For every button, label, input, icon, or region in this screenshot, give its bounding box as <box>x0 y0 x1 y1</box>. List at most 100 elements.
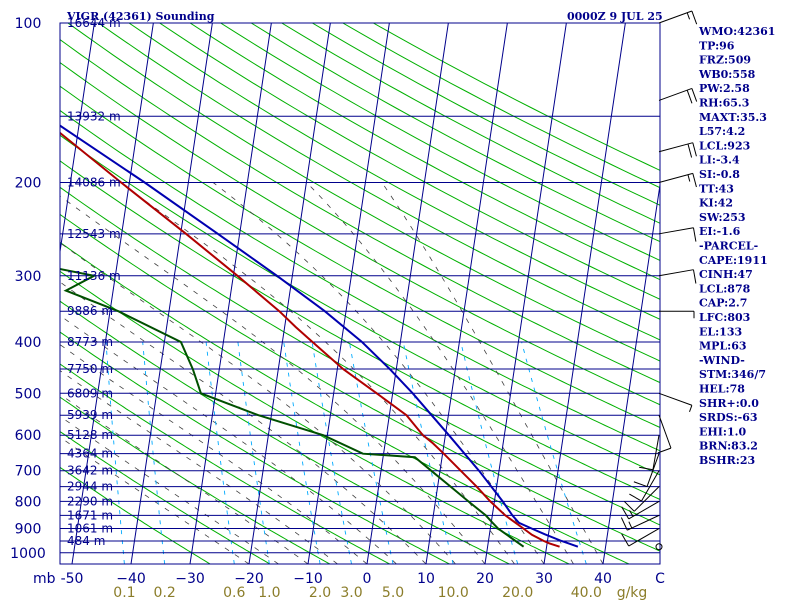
wind-barb-flag <box>621 506 630 520</box>
wind-barb-flag <box>692 227 697 242</box>
mixing-ratio-label: 0.2 <box>154 585 176 600</box>
isotherm <box>602 181 660 564</box>
temperature-tick-label: −10 <box>293 571 323 587</box>
stability-index: -PARCEL- <box>699 240 758 253</box>
pressure-tick-label: 700 <box>15 464 42 480</box>
moist-adiabat <box>381 182 604 564</box>
dry-adiabat <box>60 331 450 564</box>
stability-index: -WIND- <box>699 354 745 367</box>
wind-barb <box>658 142 697 158</box>
moist-adiabat <box>60 195 486 564</box>
stability-index: CINH:47 <box>699 268 753 281</box>
wind-barb <box>629 470 660 502</box>
wind-barb-flag <box>629 510 634 517</box>
wind-barb <box>639 435 660 471</box>
dry-adiabat <box>60 85 660 428</box>
wind-barb-shaft <box>633 486 660 512</box>
height-label: 16644 m <box>67 16 121 30</box>
temperature-trace <box>60 131 560 548</box>
temperature-tick-label: -50 <box>61 571 84 587</box>
station-title: VIGR (42361) Sounding <box>66 10 215 23</box>
height-label: 8773 m <box>67 335 113 349</box>
stability-index: SHR+:0.0 <box>699 397 759 410</box>
dry-adiabat <box>60 109 660 452</box>
dry-adiabat <box>60 396 331 564</box>
stability-index: FRZ:509 <box>699 54 751 67</box>
wind-barb-flag <box>691 88 698 102</box>
mixing-ratio-unit-label: g/kg <box>617 585 648 600</box>
wind-barb-shaft <box>658 269 694 277</box>
wind-barb-shaft <box>658 142 693 153</box>
dry-adiabat <box>60 241 630 564</box>
wind-barb-flag <box>689 405 693 413</box>
isotherm <box>366 23 449 564</box>
wind-barb-flag <box>623 501 635 512</box>
wind-barb-shaft <box>628 528 660 547</box>
stability-index: EL:133 <box>699 325 742 338</box>
pressure-tick-label: 400 <box>15 335 42 351</box>
moist-adiabat <box>306 182 574 564</box>
stability-index: L57:4.2 <box>699 125 745 138</box>
mixing-ratio-label: 2.0 <box>309 585 331 600</box>
wind-barb-shaft <box>641 470 660 502</box>
pressure-tick-label: 200 <box>15 175 42 191</box>
wind-barb-flag <box>692 142 697 157</box>
wind-barb <box>658 392 693 413</box>
isotherm <box>307 23 390 564</box>
isotherm <box>71 23 154 564</box>
mixing-ratio-line <box>348 341 394 564</box>
wind-barb <box>633 453 660 488</box>
isotherm <box>248 23 331 564</box>
height-label: 13932 m <box>67 109 121 123</box>
wind-barb-flag <box>692 269 697 284</box>
temperature-tick-label: 30 <box>535 571 553 587</box>
wind-barb <box>659 310 695 319</box>
wind-barb <box>658 10 698 25</box>
mixing-ratio-line <box>460 341 519 564</box>
pressure-tick-label: 100 <box>15 16 42 32</box>
dry-adiabat <box>60 160 660 501</box>
height-label: 1671 m <box>67 508 113 522</box>
mixing-ratio-label: 0.6 <box>223 585 245 600</box>
height-label: 12543 m <box>67 227 121 241</box>
height-label: 2290 m <box>67 494 113 508</box>
wind-barb <box>657 415 672 454</box>
wind-barb-flag <box>639 466 654 471</box>
temperature-unit-label: C <box>655 571 665 587</box>
stability-index: CAP:2.7 <box>699 297 747 310</box>
pressure-tick-label: 600 <box>15 428 42 444</box>
wind-barb <box>621 528 660 547</box>
wind-barb-shaft <box>658 10 693 24</box>
dry-adiabat <box>128 23 660 320</box>
wind-barb-shaft <box>628 501 660 520</box>
plot-frame <box>59 22 661 565</box>
wind-barb <box>658 87 698 104</box>
height-label: 5128 m <box>67 428 113 442</box>
wind-barb-shaft <box>658 227 694 235</box>
dry-adiabat <box>60 213 660 552</box>
stability-index: MPL:63 <box>699 340 747 353</box>
dry-adiabat <box>159 23 660 300</box>
pressure-tick-label: 300 <box>15 269 42 285</box>
stability-index: WMO:42361 <box>698 25 775 38</box>
wind-barb-shaft <box>646 453 660 487</box>
mixing-ratio-label: 3.0 <box>340 585 362 600</box>
wind-barb <box>658 227 697 242</box>
pressure-tick-label: 800 <box>15 494 42 510</box>
dry-adiabat <box>60 38 660 384</box>
temperature-tick-label: −30 <box>175 571 205 587</box>
stability-index: TP:96 <box>699 39 735 52</box>
wind-barb-flag <box>691 10 698 25</box>
stability-index: LFC:803 <box>699 311 750 324</box>
stability-index: BSHR:23 <box>699 454 755 467</box>
mixing-ratio-label: 0.1 <box>113 585 135 600</box>
pressure-tick-label: 500 <box>15 386 42 402</box>
wind-barb <box>655 543 663 551</box>
stability-index: BRN:83.2 <box>699 440 758 453</box>
dry-adiabat <box>60 430 271 564</box>
valid-time: 0000Z 9 JUL 25 <box>567 10 663 23</box>
isotherm <box>189 23 272 564</box>
wind-barb <box>620 514 660 531</box>
dry-adiabat <box>60 466 211 564</box>
wind-barb-shaft <box>658 87 693 101</box>
